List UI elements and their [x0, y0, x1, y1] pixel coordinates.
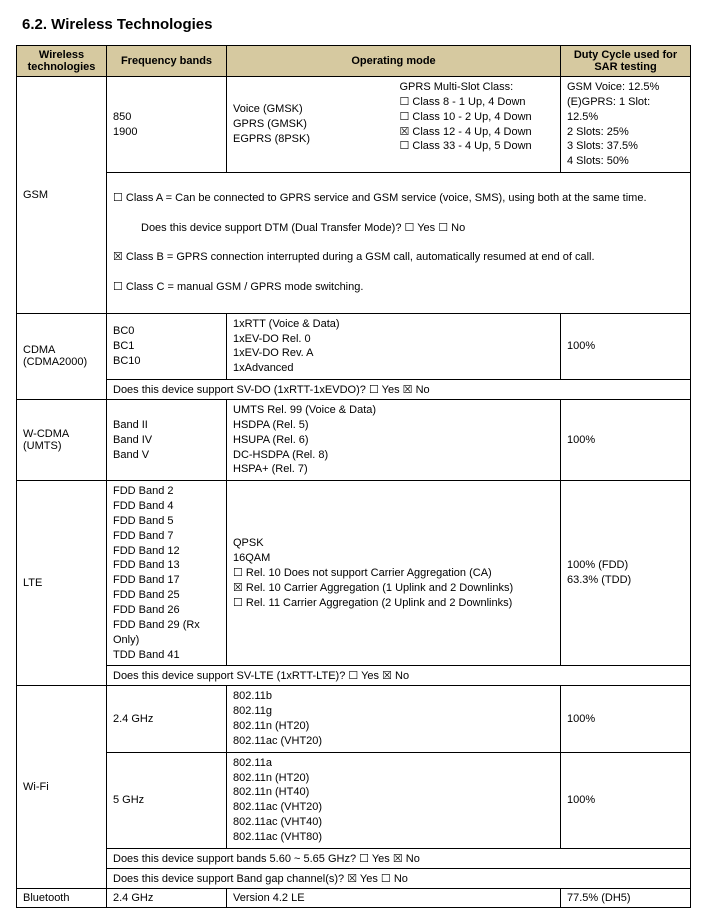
table-row: CDMA (CDMA2000) BC0 BC1 BC10 1xRTT (Voic… [17, 313, 691, 379]
lte-freq: FDD Band 2 FDD Band 4 FDD Band 5 FDD Ban… [107, 481, 227, 666]
table-row: LTE FDD Band 2 FDD Band 4 FDD Band 5 FDD… [17, 481, 691, 666]
cdma-footer: Does this device support SV-DO (1xRTT-1x… [107, 380, 691, 400]
table-row: Bluetooth 2.4 GHz Version 4.2 LE 77.5% (… [17, 888, 691, 907]
table-row: Does this device support Band gap channe… [17, 868, 691, 888]
table-row: Does this device support SV-LTE (1xRTT-L… [17, 666, 691, 686]
cdma-freq: BC0 BC1 BC10 [107, 313, 227, 379]
wifi-5-duty: 100% [561, 752, 691, 848]
wcdma-label: W-CDMA (UMTS) [17, 400, 107, 481]
bt-freq: 2.4 GHz [107, 888, 227, 907]
wifi-5-freq: 5 GHz [107, 752, 227, 848]
gsm-footer-line: ☐ Class A = Can be connected to GPRS ser… [113, 191, 684, 206]
wireless-tech-table: Wireless technologies Frequency bands Op… [16, 45, 691, 908]
table-row: 5 GHz 802.11a 802.11n (HT20) 802.11n (HT… [17, 752, 691, 848]
wifi-24-duty: 100% [561, 686, 691, 752]
table-row: GSM 850 1900 Voice (GMSK) GPRS (GMSK) EG… [17, 77, 691, 173]
table-row: ☐ Class A = Can be connected to GPRS ser… [17, 173, 691, 314]
wcdma-mode: UMTS Rel. 99 (Voice & Data) HSDPA (Rel. … [227, 400, 561, 481]
gsm-label: GSM [17, 77, 107, 314]
gsm-footer-line: ☐ Class C = manual GSM / GPRS mode switc… [113, 280, 684, 295]
gsm-duty: GSM Voice: 12.5% (E)GPRS: 1 Slot: 12.5% … [561, 77, 691, 173]
gsm-mode-left: Voice (GMSK) GPRS (GMSK) EGPRS (8PSK) [227, 77, 394, 173]
wifi-label: Wi-Fi [17, 686, 107, 888]
wifi-24-freq: 2.4 GHz [107, 686, 227, 752]
wifi-footer-b: Does this device support Band gap channe… [107, 868, 691, 888]
cdma-duty: 100% [561, 313, 691, 379]
bt-mode: Version 4.2 LE [227, 888, 561, 907]
bt-duty: 77.5% (DH5) [561, 888, 691, 907]
gsm-mode-right: GPRS Multi-Slot Class: ☐ Class 8 - 1 Up,… [394, 77, 561, 173]
lte-duty: 100% (FDD) 63.3% (TDD) [561, 481, 691, 666]
gsm-footer-line: ☒ Class B = GPRS connection interrupted … [113, 250, 684, 265]
table-row: Does this device support bands 5.60 ~ 5.… [17, 848, 691, 868]
table-header-row: Wireless technologies Frequency bands Op… [17, 46, 691, 77]
wifi-footer-a: Does this device support bands 5.60 ~ 5.… [107, 848, 691, 868]
table-row: W-CDMA (UMTS) Band II Band IV Band V UMT… [17, 400, 691, 481]
th-freq: Frequency bands [107, 46, 227, 77]
cdma-mode: 1xRTT (Voice & Data) 1xEV-DO Rel. 0 1xEV… [227, 313, 561, 379]
lte-label: LTE [17, 481, 107, 686]
wcdma-duty: 100% [561, 400, 691, 481]
wifi-5-mode: 802.11a 802.11n (HT20) 802.11n (HT40) 80… [227, 752, 561, 848]
gsm-freq: 850 1900 [107, 77, 227, 173]
th-duty: Duty Cycle used for SAR testing [561, 46, 691, 77]
table-row: Wi-Fi 2.4 GHz 802.11b 802.11g 802.11n (H… [17, 686, 691, 752]
bt-label: Bluetooth [17, 888, 107, 907]
th-tech: Wireless technologies [17, 46, 107, 77]
lte-mode: QPSK 16QAM ☐ Rel. 10 Does not support Ca… [227, 481, 561, 666]
table-row: Does this device support SV-DO (1xRTT-1x… [17, 380, 691, 400]
section-heading: 6.2. Wireless Technologies [22, 16, 691, 33]
wcdma-freq: Band II Band IV Band V [107, 400, 227, 481]
th-mode: Operating mode [227, 46, 561, 77]
gsm-footer: ☐ Class A = Can be connected to GPRS ser… [107, 173, 691, 314]
gsm-footer-line: Does this device support DTM (Dual Trans… [113, 221, 684, 236]
wifi-24-mode: 802.11b 802.11g 802.11n (HT20) 802.11ac … [227, 686, 561, 752]
cdma-label: CDMA (CDMA2000) [17, 313, 107, 399]
lte-footer: Does this device support SV-LTE (1xRTT-L… [107, 666, 691, 686]
